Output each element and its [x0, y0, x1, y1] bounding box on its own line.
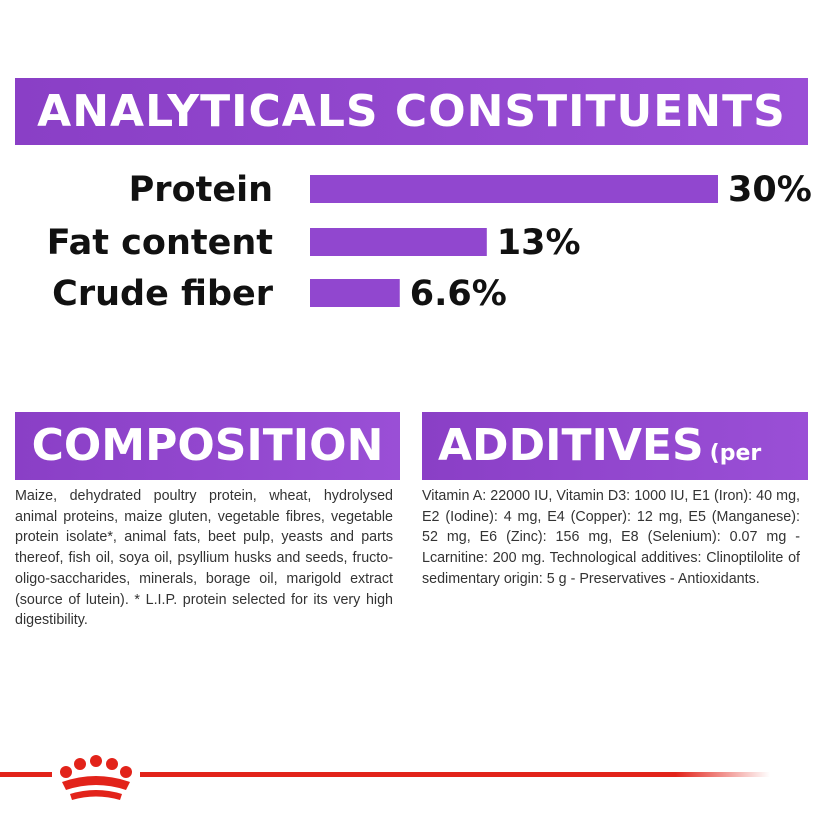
bar — [310, 175, 718, 203]
category-label: Protein — [129, 170, 273, 210]
additives-header: ADDITIVES (per kg) — [422, 412, 808, 542]
additives-text: Vitamin A: 22000 IU, Vitamin D3: 1000 IU… — [422, 488, 800, 587]
bar — [310, 228, 487, 256]
crown-logo — [60, 755, 132, 800]
bar — [310, 279, 400, 307]
red-line — [140, 772, 770, 777]
value-label: 13% — [497, 223, 581, 263]
red-line — [0, 772, 52, 777]
category-label: Fat content — [47, 223, 273, 263]
chart-title: ANALYTICALS CONSTITUENTS — [15, 78, 808, 145]
composition-text: Maize, dehydrated poultry protein, wheat… — [15, 488, 393, 629]
category-label: Crude fiber — [52, 274, 274, 314]
composition-title: COMPOSITION — [15, 412, 400, 480]
additives-subtitle: (per kg) — [438, 441, 762, 542]
chart: Protein 30% Fat content 13% Crude fiber 6.6% — [47, 170, 812, 314]
value-label: 6.6% — [410, 274, 507, 314]
additives-title: ADDITIVES — [438, 420, 704, 471]
value-label: 30% — [728, 170, 812, 210]
